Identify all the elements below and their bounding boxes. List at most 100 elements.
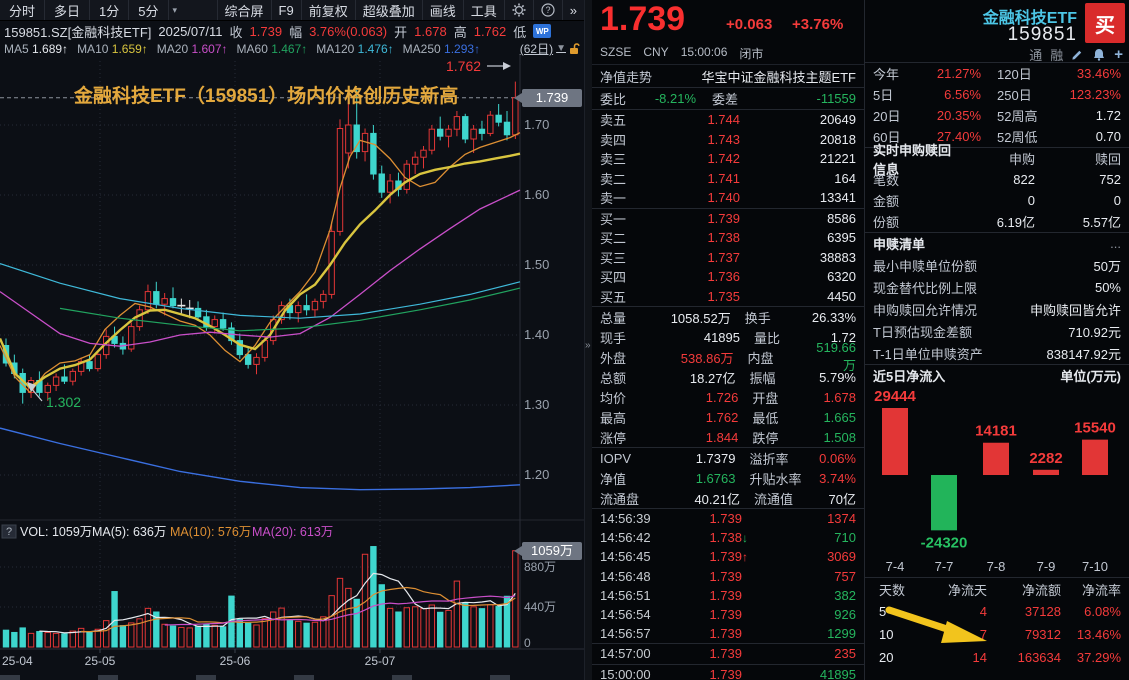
- svg-text:1059万: 1059万: [531, 543, 573, 558]
- ask3-volume: 21221: [819, 151, 856, 167]
- svg-text:7-9: 7-9: [1037, 559, 1056, 574]
- edit-pencil-icon[interactable]: [1071, 47, 1084, 61]
- bid-row[interactable]: 买四 1.736 6320: [592, 267, 864, 287]
- menu-tools[interactable]: 工具: [462, 0, 504, 20]
- close-label: 收: [229, 24, 243, 40]
- ask-row[interactable]: 卖二 1.741 164: [592, 169, 864, 189]
- stat-row: 均价 1.726 开盘 1.678: [600, 389, 856, 406]
- ma10-legend: MA10 1.659↑: [77, 41, 148, 56]
- fund-code: 159851: [1007, 24, 1077, 45]
- stat-row: 现手 41895 量比 1.72: [600, 329, 856, 346]
- tick-row: 14:56:48 1.739 757: [600, 568, 856, 584]
- help-icon[interactable]: ?: [532, 0, 562, 20]
- tab-1min[interactable]: 1分: [90, 0, 130, 20]
- kline-chart[interactable]: 1.70 1.60 1.50 1.40 1.30 1.20 880万 440万 0 1.739 10…: [0, 55, 584, 675]
- menu-super-overlay[interactable]: 超级叠加: [354, 0, 422, 20]
- low-label: 低: [513, 24, 527, 40]
- more-button[interactable]: ...: [1110, 236, 1121, 251]
- collapse-chevrons-icon[interactable]: »: [585, 340, 591, 351]
- ask1-label: 卖一: [600, 191, 627, 207]
- bid-row[interactable]: 买三 1.737 38883: [592, 248, 864, 268]
- ask-row[interactable]: 卖一 1.740 13341: [592, 188, 864, 208]
- svg-text:7-7: 7-7: [935, 559, 954, 574]
- bid-row[interactable]: 买二 1.738 6395: [592, 228, 864, 248]
- perf-row: 20日 20.35% 52周高 1.72: [873, 108, 1121, 124]
- ask-row[interactable]: 卖四 1.743 20818: [592, 130, 864, 150]
- table-row: 5 4 37128 6.08%: [879, 604, 1121, 619]
- chart-tools: 综合屏 F9 前复权 超级叠加 画线 工具 ? »: [216, 0, 584, 20]
- bid2-label: 买二: [600, 231, 627, 247]
- order-imbalance-row: 委比 -8.21% 委差 -11559: [592, 88, 864, 110]
- menu-forward-adjusted[interactable]: 前复权: [300, 0, 355, 20]
- bid-row[interactable]: 买一 1.739 8586: [592, 209, 864, 229]
- close-value: 1.739: [249, 23, 283, 39]
- chart-tab-bar: 分时 多日 1分 5分 ▾ 综合屏 F9 前复权 超级叠加 画线 工具 ? »: [0, 0, 584, 21]
- add-to-watchlist-icon[interactable]: +: [1114, 45, 1123, 63]
- svg-text:MA(10): 576万: MA(10): 576万: [170, 525, 251, 539]
- session-date: 2025/07/11: [158, 23, 223, 39]
- tick-row: 15:00:00 1.739 41895: [592, 663, 864, 680]
- settings-gear-icon[interactable]: [503, 0, 533, 20]
- period-dropdown-caret-icon[interactable]: ▾: [172, 4, 178, 15]
- currency-label: CNY: [643, 45, 669, 59]
- bid1-label: 买一: [600, 211, 627, 227]
- quote-time: 15:00:06: [680, 45, 728, 59]
- daily-stats: 总量 1058.52万 换手 26.33% 现手 41895 量比 1.72 外盘 538.8…: [592, 307, 864, 508]
- menu-draw-line[interactable]: 画线: [421, 0, 463, 20]
- tab-multi-day[interactable]: 多日: [45, 0, 91, 20]
- time-and-sales-list[interactable]: 14:56:39 1.739 1374 14:56:42 1.738 ↓ 710 14:5…: [592, 508, 864, 680]
- ask-row[interactable]: 卖五 1.744 20649: [592, 110, 864, 130]
- market-status: 闭市: [739, 47, 764, 61]
- ask5-label: 卖五: [600, 113, 627, 129]
- ask4-label: 卖四: [600, 132, 627, 148]
- period-selector[interactable]: (62日) ▼: [520, 40, 580, 57]
- ma-legend-bar: MA5 1.689↑ MA10 1.659↑ MA20 1.607↑ MA60 …: [0, 41, 584, 56]
- svg-text:1.20: 1.20: [524, 467, 549, 482]
- svg-text:1.60: 1.60: [524, 187, 549, 202]
- chart-h-scrollbar[interactable]: [0, 675, 584, 680]
- redemption-row: 最小申赎单位份额 50万: [873, 258, 1121, 274]
- svg-text:?: ?: [545, 5, 550, 15]
- tab-5min[interactable]: 5分: [129, 0, 169, 20]
- unlock-icon[interactable]: [569, 42, 580, 55]
- stat-row: 最高 1.762 最低 1.665: [600, 409, 856, 426]
- fund-full-name: 华宝中证金融科技主题ETF: [701, 69, 856, 85]
- bid2-price: 1.738: [707, 230, 740, 246]
- svg-text:25-06: 25-06: [220, 654, 251, 668]
- alert-bell-icon[interactable]: [1092, 48, 1106, 61]
- svg-text:440万: 440万: [524, 600, 556, 614]
- menu-composite-screen[interactable]: 综合屏: [216, 0, 271, 20]
- redemption-row: T-1日单位申赎资产 838147.92元: [873, 346, 1121, 362]
- symbol-label: 159851.SZ[金融科技ETF]: [4, 24, 152, 40]
- fund-header: 金融科技ETF 159851 买: [865, 0, 1129, 46]
- buy-button[interactable]: 买: [1085, 3, 1125, 43]
- svg-text:0: 0: [524, 636, 531, 650]
- perf-row: 60日 27.40% 52周低 0.70: [873, 129, 1121, 145]
- nav-trend-row[interactable]: 净值走势 华宝中证金融科技主题ETF: [592, 65, 864, 88]
- bid-row[interactable]: 买五 1.735 4450: [592, 287, 864, 307]
- svg-text:7-4: 7-4: [886, 559, 905, 574]
- weicha-value: -11559: [816, 91, 856, 106]
- quote-header: 1.739 +0.063 +3.76% SZSE CNY 15:00:06 闭市: [592, 0, 864, 65]
- weicha-label: 委差: [712, 92, 739, 107]
- svg-text:14181: 14181: [975, 423, 1017, 440]
- svg-text:7-8: 7-8: [987, 559, 1006, 574]
- svg-text:7-10: 7-10: [1082, 559, 1108, 574]
- wp-doc-icon[interactable]: WP: [533, 24, 552, 38]
- ask-row[interactable]: 卖三 1.742 21221: [592, 149, 864, 169]
- margin-flag: 融: [1050, 47, 1064, 63]
- tab-time-sharing[interactable]: 分时: [0, 0, 46, 20]
- last-price: 1.739: [600, 0, 686, 38]
- bid4-price: 1.736: [707, 269, 740, 285]
- svg-text:880万: 880万: [524, 560, 556, 574]
- bid3-volume: 38883: [819, 249, 856, 265]
- more-chevrons-icon[interactable]: »: [561, 0, 584, 20]
- tick-row: 14:56:45 1.739 ↑ 3069: [600, 549, 856, 565]
- price-change: +0.063: [726, 16, 773, 33]
- performance-section: 今年 21.27% 120日 33.46% 5日 6.56% 250日 123.23% 20…: [865, 62, 1129, 147]
- svg-text:VOL: 1059万: VOL: 1059万: [20, 525, 92, 539]
- svg-text:1.70: 1.70: [524, 117, 549, 132]
- ask3-label: 卖三: [600, 152, 627, 168]
- menu-f9[interactable]: F9: [270, 0, 301, 20]
